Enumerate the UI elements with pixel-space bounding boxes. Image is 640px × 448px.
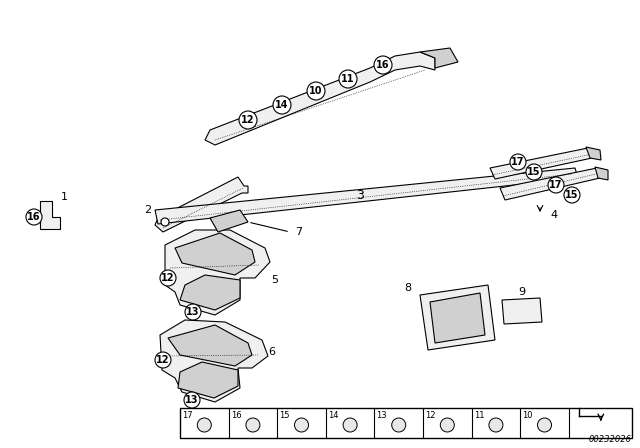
Circle shape: [538, 418, 552, 432]
Bar: [180, 408, 632, 438]
Text: 13: 13: [186, 307, 200, 317]
Circle shape: [294, 418, 308, 432]
Circle shape: [440, 418, 454, 432]
Text: 11: 11: [474, 411, 484, 420]
Text: 16: 16: [28, 212, 41, 222]
Polygon shape: [490, 148, 592, 179]
Polygon shape: [502, 298, 542, 324]
Circle shape: [197, 418, 211, 432]
Text: 6: 6: [269, 347, 275, 357]
Circle shape: [392, 418, 406, 432]
Text: 12: 12: [156, 355, 170, 365]
Polygon shape: [595, 167, 608, 180]
Polygon shape: [155, 177, 248, 232]
Circle shape: [155, 352, 171, 368]
Polygon shape: [586, 147, 601, 160]
Text: 1: 1: [61, 192, 67, 202]
Polygon shape: [210, 210, 248, 232]
Circle shape: [526, 164, 542, 180]
Circle shape: [339, 70, 357, 88]
Text: 16: 16: [230, 411, 241, 420]
Circle shape: [548, 177, 564, 193]
Text: 17: 17: [549, 180, 563, 190]
Circle shape: [160, 270, 176, 286]
Text: 12: 12: [425, 411, 435, 420]
Polygon shape: [420, 48, 458, 68]
Text: 14: 14: [275, 100, 289, 110]
Polygon shape: [420, 285, 495, 350]
Circle shape: [161, 218, 169, 226]
Circle shape: [374, 56, 392, 74]
Text: 17: 17: [182, 411, 193, 420]
Polygon shape: [155, 168, 578, 224]
Text: 15: 15: [279, 411, 290, 420]
Circle shape: [184, 392, 200, 408]
Text: 5: 5: [271, 275, 278, 285]
Polygon shape: [175, 233, 255, 275]
Text: 15: 15: [565, 190, 579, 200]
Text: 13: 13: [376, 411, 387, 420]
Circle shape: [273, 96, 291, 114]
Text: 12: 12: [241, 115, 255, 125]
Circle shape: [26, 209, 42, 225]
Text: 4: 4: [550, 210, 557, 220]
Text: 7: 7: [295, 227, 302, 237]
Text: 10: 10: [522, 411, 532, 420]
Text: 8: 8: [404, 283, 412, 293]
Text: 16: 16: [376, 60, 390, 70]
Polygon shape: [180, 275, 240, 310]
Circle shape: [510, 154, 526, 170]
Circle shape: [489, 418, 503, 432]
Text: 15: 15: [527, 167, 541, 177]
Polygon shape: [178, 362, 238, 398]
Polygon shape: [430, 293, 485, 343]
Polygon shape: [40, 201, 60, 229]
Polygon shape: [168, 325, 252, 366]
Polygon shape: [165, 230, 270, 315]
Text: 3: 3: [356, 189, 364, 202]
Text: 2: 2: [145, 205, 152, 215]
Circle shape: [246, 418, 260, 432]
Text: 00232026: 00232026: [589, 435, 632, 444]
Text: 17: 17: [511, 157, 525, 167]
Circle shape: [564, 187, 580, 203]
Polygon shape: [500, 168, 600, 200]
Polygon shape: [160, 320, 268, 402]
Circle shape: [239, 111, 257, 129]
Polygon shape: [205, 52, 435, 145]
Text: 13: 13: [185, 395, 199, 405]
Text: 9: 9: [518, 287, 525, 297]
Circle shape: [307, 82, 325, 100]
Text: 11: 11: [341, 74, 355, 84]
Circle shape: [185, 304, 201, 320]
Text: 14: 14: [328, 411, 339, 420]
Circle shape: [343, 418, 357, 432]
Text: 12: 12: [161, 273, 175, 283]
Text: 10: 10: [309, 86, 323, 96]
